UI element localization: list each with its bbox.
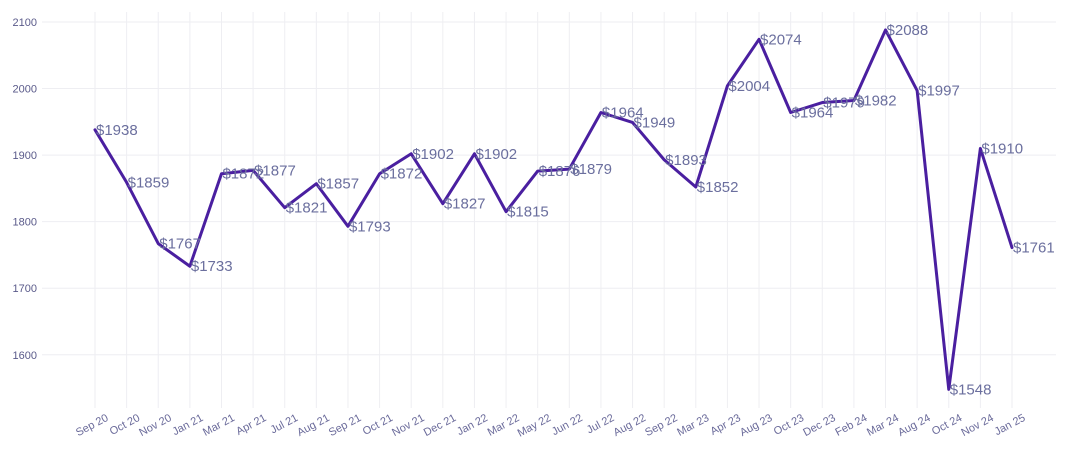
y-tick-label: 1800 [13,217,37,229]
y-tick-label: 1900 [13,150,37,162]
x-tick-label: Jan 21 [170,412,205,438]
y-tick-label: 2100 [13,17,37,29]
data-label: $1910 [981,140,1023,157]
x-tick-label: Oct 24 [930,412,964,438]
data-label: $1997 [918,83,960,100]
y-axis-ticks: 1600 1700 1800 1900 2000 2100 [13,17,37,362]
x-tick-label: Oct 23 [772,412,806,438]
data-label: $1877 [254,162,296,179]
x-tick-label: Nov 24 [959,412,995,439]
x-tick-label: Feb 24 [833,412,869,439]
data-label: $1876 [539,163,581,180]
x-tick-label: May 22 [516,412,553,440]
data-label: $2004 [728,78,770,95]
data-label: $2088 [887,22,929,39]
data-label: $1902 [475,146,517,163]
data-label: $1872 [381,166,423,183]
x-tick-label: Aug 24 [896,412,932,439]
x-tick-label: Nov 21 [390,412,426,439]
data-label: $1982 [855,93,897,110]
x-tick-label: Jan 22 [455,412,490,438]
data-label: $1879 [570,161,612,178]
x-tick-label: Mar 24 [865,412,901,439]
data-label: $1964 [792,104,834,121]
data-labels: $1938$1859$1767$1733$1872$1877$1821$1857… [96,22,1055,398]
x-tick-label: Aug 21 [295,412,331,439]
x-tick-label: Sep 21 [327,412,363,439]
y-tick-label: 2000 [13,84,37,96]
data-label: $1872 [222,166,264,183]
data-label: $2074 [760,31,802,48]
data-label: $1761 [1013,240,1055,257]
y-tick-label: 1700 [13,283,37,295]
x-tick-label: Sep 22 [643,412,679,439]
series-line [93,28,1014,391]
data-label: $1821 [286,200,328,217]
x-gridlines [94,12,1013,408]
data-label: $1938 [96,122,138,139]
y-gridlines [42,21,1056,356]
x-tick-label: Aug 23 [738,412,774,439]
data-label: $1949 [634,114,676,131]
x-tick-label: Jun 22 [550,412,585,438]
x-tick-label: Jul 21 [269,412,301,436]
x-tick-label: Oct 21 [361,412,395,438]
data-label: $1733 [191,258,233,275]
x-tick-label: Sep 20 [74,412,110,439]
data-label: $1827 [444,196,486,213]
data-label: $1902 [412,146,454,163]
x-tick-label: Jul 22 [585,412,617,436]
x-tick-label: Aug 22 [612,412,648,439]
x-tick-label: Mar 23 [675,412,711,439]
data-label: $1893 [665,152,707,169]
x-tick-label: Nov 20 [137,412,173,439]
data-label: $1979 [823,95,865,112]
data-label: $1964 [602,104,644,121]
data-label: $1857 [317,176,359,193]
x-tick-label: Mar 21 [201,412,237,439]
data-label: $1815 [507,204,549,221]
x-tick-label: Apr 23 [709,412,743,438]
x-tick-label: Jan 25 [993,412,1028,438]
y-tick-label: 1600 [13,350,37,362]
data-label: $1852 [697,179,739,196]
x-tick-label: Dec 21 [422,412,458,439]
data-label: $1793 [349,218,391,235]
data-label: $1548 [950,381,992,398]
x-tick-label: Apr 21 [234,412,268,438]
x-tick-label: Mar 22 [486,412,522,439]
x-tick-label: Oct 20 [108,412,142,438]
x-tick-label: Dec 23 [801,412,837,439]
data-label: $1859 [128,174,170,191]
data-label: $1767 [159,236,201,253]
